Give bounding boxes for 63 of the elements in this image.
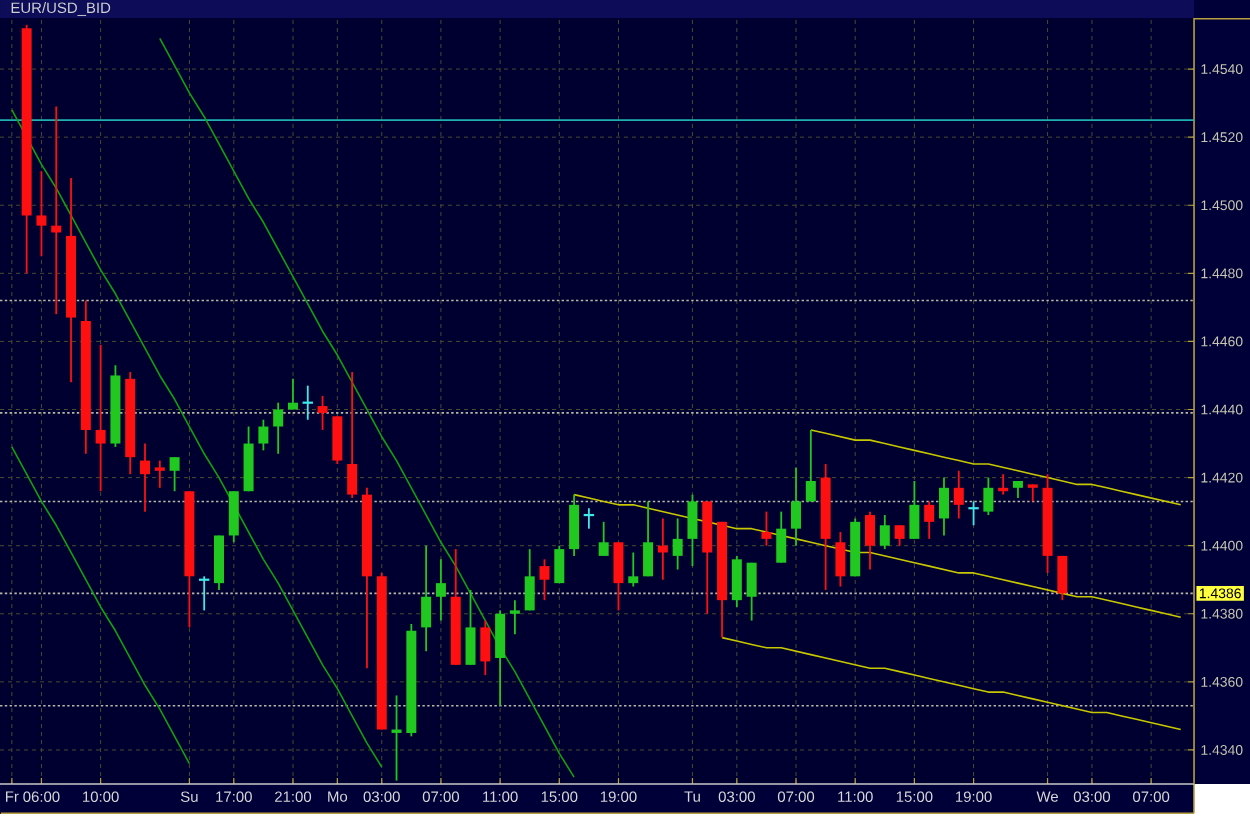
candlestick xyxy=(184,490,195,629)
candlestick xyxy=(717,520,728,639)
candlestick xyxy=(702,500,713,615)
candlestick xyxy=(746,561,757,622)
candlestick xyxy=(953,469,964,520)
candlestick xyxy=(110,364,121,448)
candlestick xyxy=(983,476,994,516)
candlestick xyxy=(66,177,77,384)
candlestick xyxy=(509,599,520,636)
candlestick xyxy=(672,517,683,571)
candlestick xyxy=(258,418,269,452)
candlestick xyxy=(1057,555,1068,602)
candlestick xyxy=(894,524,905,547)
candlestick xyxy=(879,514,890,550)
candlestick xyxy=(820,463,831,591)
candlestick xyxy=(539,558,550,602)
candlestick xyxy=(421,544,432,653)
candlestick xyxy=(924,500,935,540)
candlestick xyxy=(495,609,506,707)
line-series xyxy=(11,446,191,765)
candlestick xyxy=(643,500,654,578)
candlestick xyxy=(1042,473,1053,574)
candlestick xyxy=(21,23,32,275)
candlestick xyxy=(805,429,816,503)
candlestick xyxy=(450,548,461,666)
candlestick xyxy=(835,531,846,588)
candlestick xyxy=(95,343,106,493)
candlestick xyxy=(435,558,446,622)
candlestick xyxy=(731,555,742,608)
candlestick xyxy=(332,415,343,465)
candlestick xyxy=(687,493,698,568)
candlestick xyxy=(273,401,284,455)
candlestick xyxy=(776,510,787,564)
candlestick xyxy=(347,371,358,499)
candlestick xyxy=(287,377,298,411)
candlestick xyxy=(317,394,328,431)
candlestick xyxy=(628,551,639,588)
candlestick xyxy=(361,486,372,670)
candlestick xyxy=(850,517,861,578)
candlestick xyxy=(376,572,387,731)
candlestick xyxy=(154,459,165,489)
candlestick xyxy=(938,476,949,537)
candlestick xyxy=(243,425,254,493)
candlestick xyxy=(791,466,802,547)
candlestick xyxy=(228,490,239,544)
candlestick xyxy=(598,520,609,557)
candlestick xyxy=(865,510,875,571)
candlestick xyxy=(36,170,47,258)
candlestick xyxy=(554,544,565,585)
candlestick xyxy=(569,493,580,557)
candlestick xyxy=(125,371,136,476)
candlestick xyxy=(465,589,476,666)
candlestick xyxy=(213,534,224,591)
candlestick xyxy=(140,442,151,513)
candlestick xyxy=(406,623,417,738)
candlestick xyxy=(480,619,491,676)
candlestick xyxy=(613,541,624,612)
candlestick xyxy=(80,299,91,455)
candlestick xyxy=(169,456,180,493)
candlestick xyxy=(967,500,980,527)
candlestick xyxy=(761,510,772,547)
candlestick xyxy=(524,548,535,612)
candlestick xyxy=(909,480,920,540)
